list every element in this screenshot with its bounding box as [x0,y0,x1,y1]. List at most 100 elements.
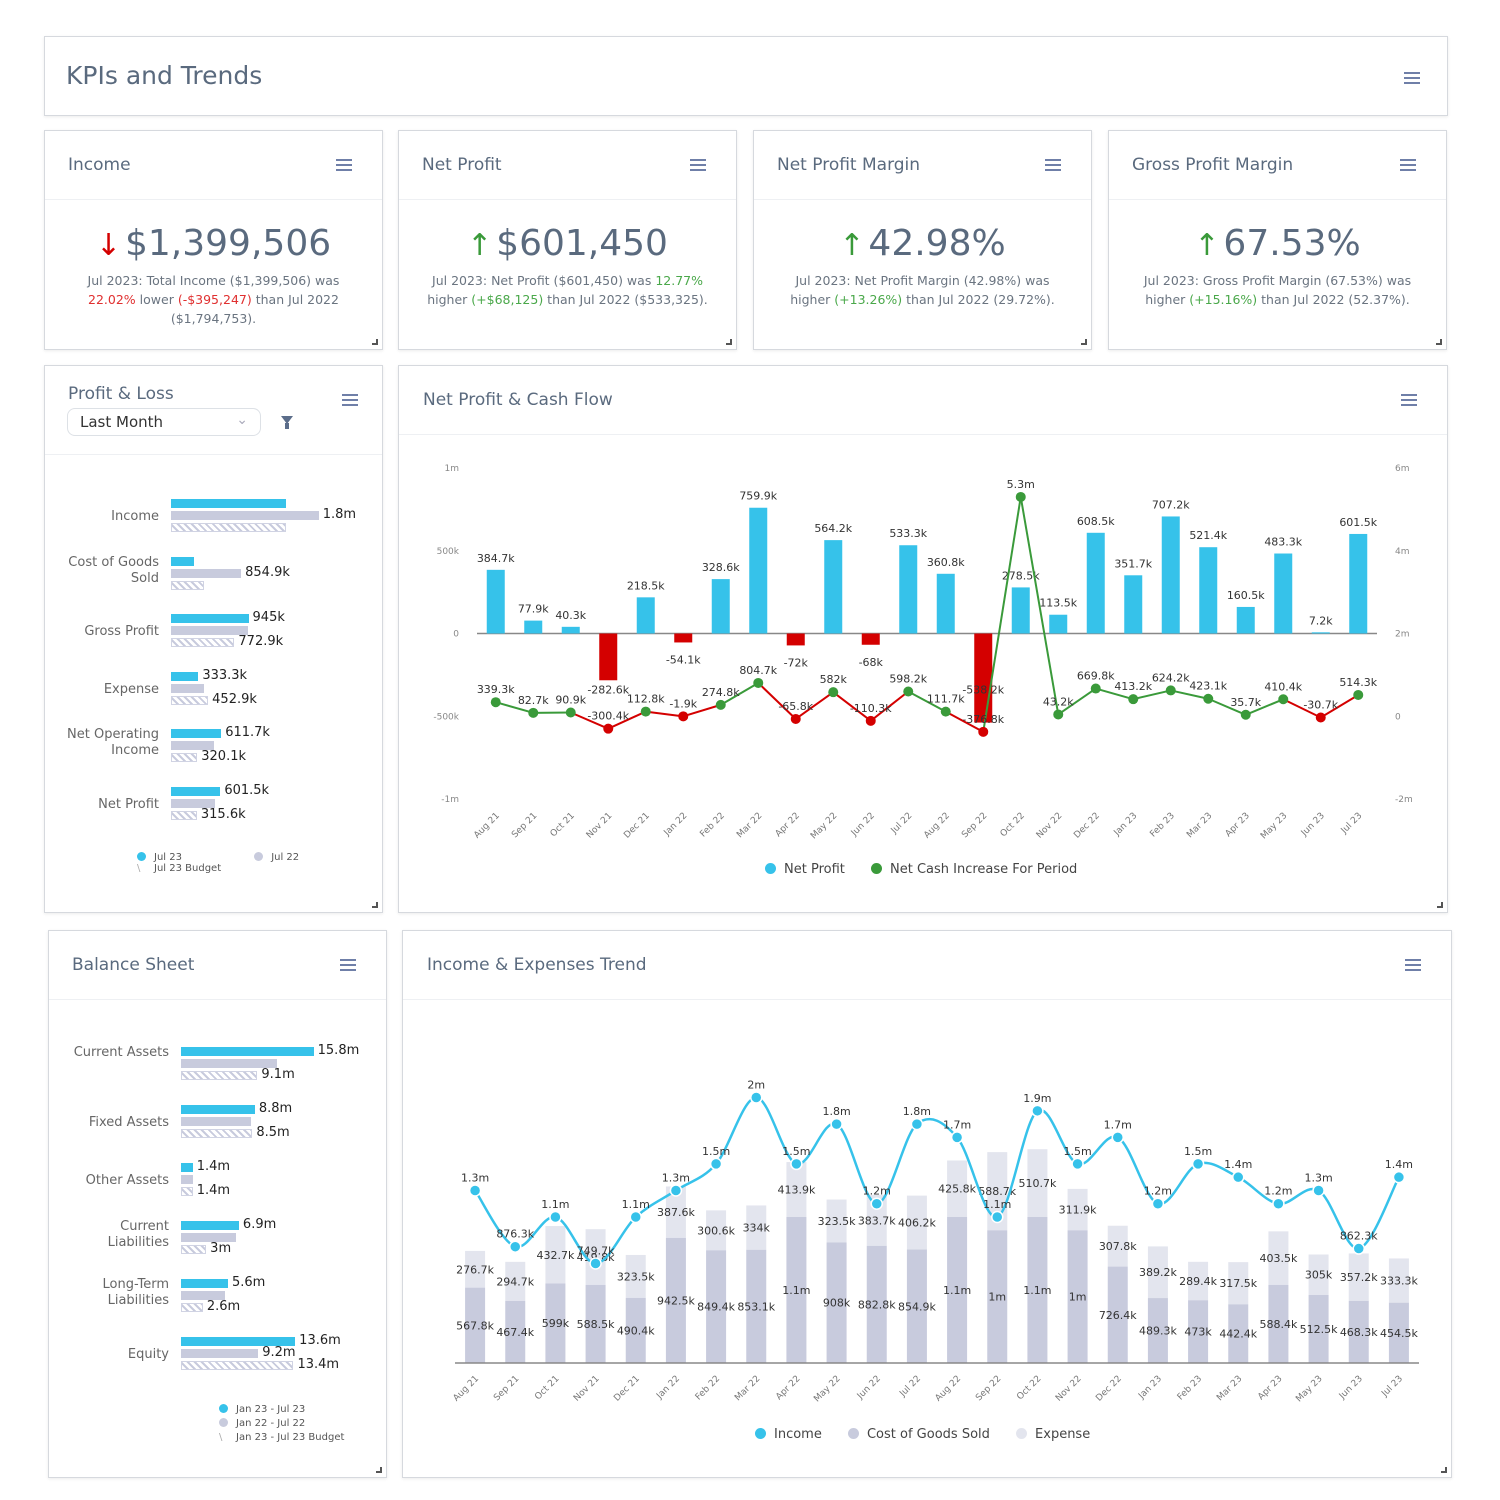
cogs-bar[interactable] [585,1284,606,1363]
net-profit-bar[interactable] [1124,575,1143,634]
expense-bar[interactable] [786,1162,807,1217]
net-cash-point[interactable] [1203,693,1214,704]
bar-budget[interactable] [181,1071,258,1080]
period-select[interactable]: Last Month ⌄ [67,408,261,436]
income-point[interactable] [468,1184,482,1197]
cogs-bar[interactable] [826,1242,847,1363]
expense-bar[interactable] [465,1250,486,1288]
bar-current[interactable] [181,1105,255,1114]
cogs-bar[interactable] [786,1217,807,1363]
net-profit-bar[interactable] [1161,516,1180,634]
net-cash-point[interactable] [640,706,651,717]
net-cash-point[interactable] [1278,694,1289,705]
bar-current[interactable] [171,729,222,738]
bar-previous[interactable] [181,1059,277,1068]
bar-previous[interactable] [181,1117,251,1126]
profit-loss-menu-icon[interactable] [342,394,358,406]
bar-previous[interactable] [181,1175,193,1184]
cogs-bar[interactable] [1107,1266,1128,1363]
net-cash-point[interactable] [715,699,726,710]
net-profit-bar[interactable] [561,626,580,634]
bar-budget[interactable] [181,1129,253,1138]
net-profit-bar[interactable] [524,620,543,634]
expense-bar[interactable] [1348,1253,1369,1301]
net-cash-point[interactable] [903,686,914,697]
resize-handle[interactable] [1081,339,1087,345]
income-point[interactable] [669,1184,683,1197]
net-profit-bar[interactable] [1049,614,1068,634]
cogs-bar[interactable] [866,1245,887,1363]
bar-current[interactable] [171,671,199,681]
expense-bar[interactable] [1268,1231,1289,1285]
expense-bar[interactable] [1228,1262,1249,1305]
expense-bar[interactable] [947,1160,968,1217]
income-point[interactable] [1272,1197,1285,1210]
bar-current[interactable] [181,1163,193,1172]
expense-bar[interactable] [585,1229,606,1285]
net-profit-bar[interactable] [711,579,730,634]
net-profit-bar[interactable] [1011,587,1030,634]
cogs-bar[interactable] [1348,1300,1369,1363]
cogs-bar[interactable] [947,1217,968,1363]
net-profit-bar[interactable] [1086,532,1105,634]
expense-bar[interactable] [665,1186,686,1238]
bar-current[interactable] [171,786,221,796]
net-profit-bar[interactable] [1274,553,1293,634]
resize-handle[interactable] [372,902,378,908]
income-point[interactable] [1232,1170,1245,1184]
net-cash-point[interactable] [565,707,576,718]
expense-bar[interactable] [1388,1258,1409,1303]
cogs-bar[interactable] [545,1283,566,1363]
expense-bar[interactable] [1067,1188,1088,1231]
bar-budget[interactable] [181,1361,294,1370]
resize-handle[interactable] [726,339,732,345]
kpi-menu-icon[interactable] [690,159,706,171]
income-point[interactable] [1071,1157,1084,1171]
income-point[interactable] [1111,1131,1124,1144]
cogs-bar[interactable] [1268,1284,1289,1363]
cogs-bar[interactable] [1067,1230,1088,1363]
bar-current[interactable] [181,1047,314,1056]
expense-bar[interactable] [826,1199,847,1243]
income-point[interactable] [1151,1197,1165,1210]
net-cash-point[interactable] [1053,709,1064,720]
cogs-bar[interactable] [1388,1302,1409,1363]
net-profit-bar[interactable] [1349,533,1368,634]
income-point[interactable] [790,1157,803,1171]
bar-budget[interactable] [171,638,235,647]
cogs-bar[interactable] [1027,1217,1048,1363]
income-point[interactable] [509,1240,522,1253]
bar-previous[interactable] [171,568,242,578]
expense-bar[interactable] [1308,1254,1329,1295]
kpi-menu-icon[interactable] [336,159,352,171]
income-point[interactable] [870,1197,883,1210]
net-profit-bar[interactable] [936,573,955,634]
expense-bar[interactable] [1027,1149,1048,1217]
income-point[interactable] [830,1117,843,1131]
bar-previous[interactable] [171,511,319,520]
expense-bar[interactable] [505,1261,526,1301]
income-point[interactable] [950,1131,964,1144]
net-cash-point[interactable] [1015,491,1026,502]
resize-handle[interactable] [1441,1467,1447,1473]
net-profit-bar[interactable] [1199,547,1218,634]
income-point[interactable] [991,1210,1004,1224]
income-point[interactable] [750,1091,763,1104]
net-cash-point[interactable] [1090,683,1101,694]
net-cash-point[interactable] [678,711,689,722]
expense-bar[interactable] [1107,1225,1128,1267]
cogs-bar[interactable] [746,1249,767,1363]
bar-budget[interactable] [171,753,198,762]
income-point[interactable] [1352,1242,1365,1255]
net-cash-point[interactable] [1240,709,1251,720]
net-profit-bar[interactable] [1311,632,1330,634]
net-cash-point[interactable] [865,715,876,726]
income-point[interactable] [1392,1170,1406,1184]
net-profit-bar[interactable] [899,545,918,634]
income-point[interactable] [549,1210,562,1224]
income-point[interactable] [629,1210,642,1224]
net-profit-bar[interactable] [599,633,618,681]
bar-budget[interactable] [171,523,286,532]
expense-bar[interactable] [545,1226,566,1284]
bar-budget[interactable] [171,810,197,820]
